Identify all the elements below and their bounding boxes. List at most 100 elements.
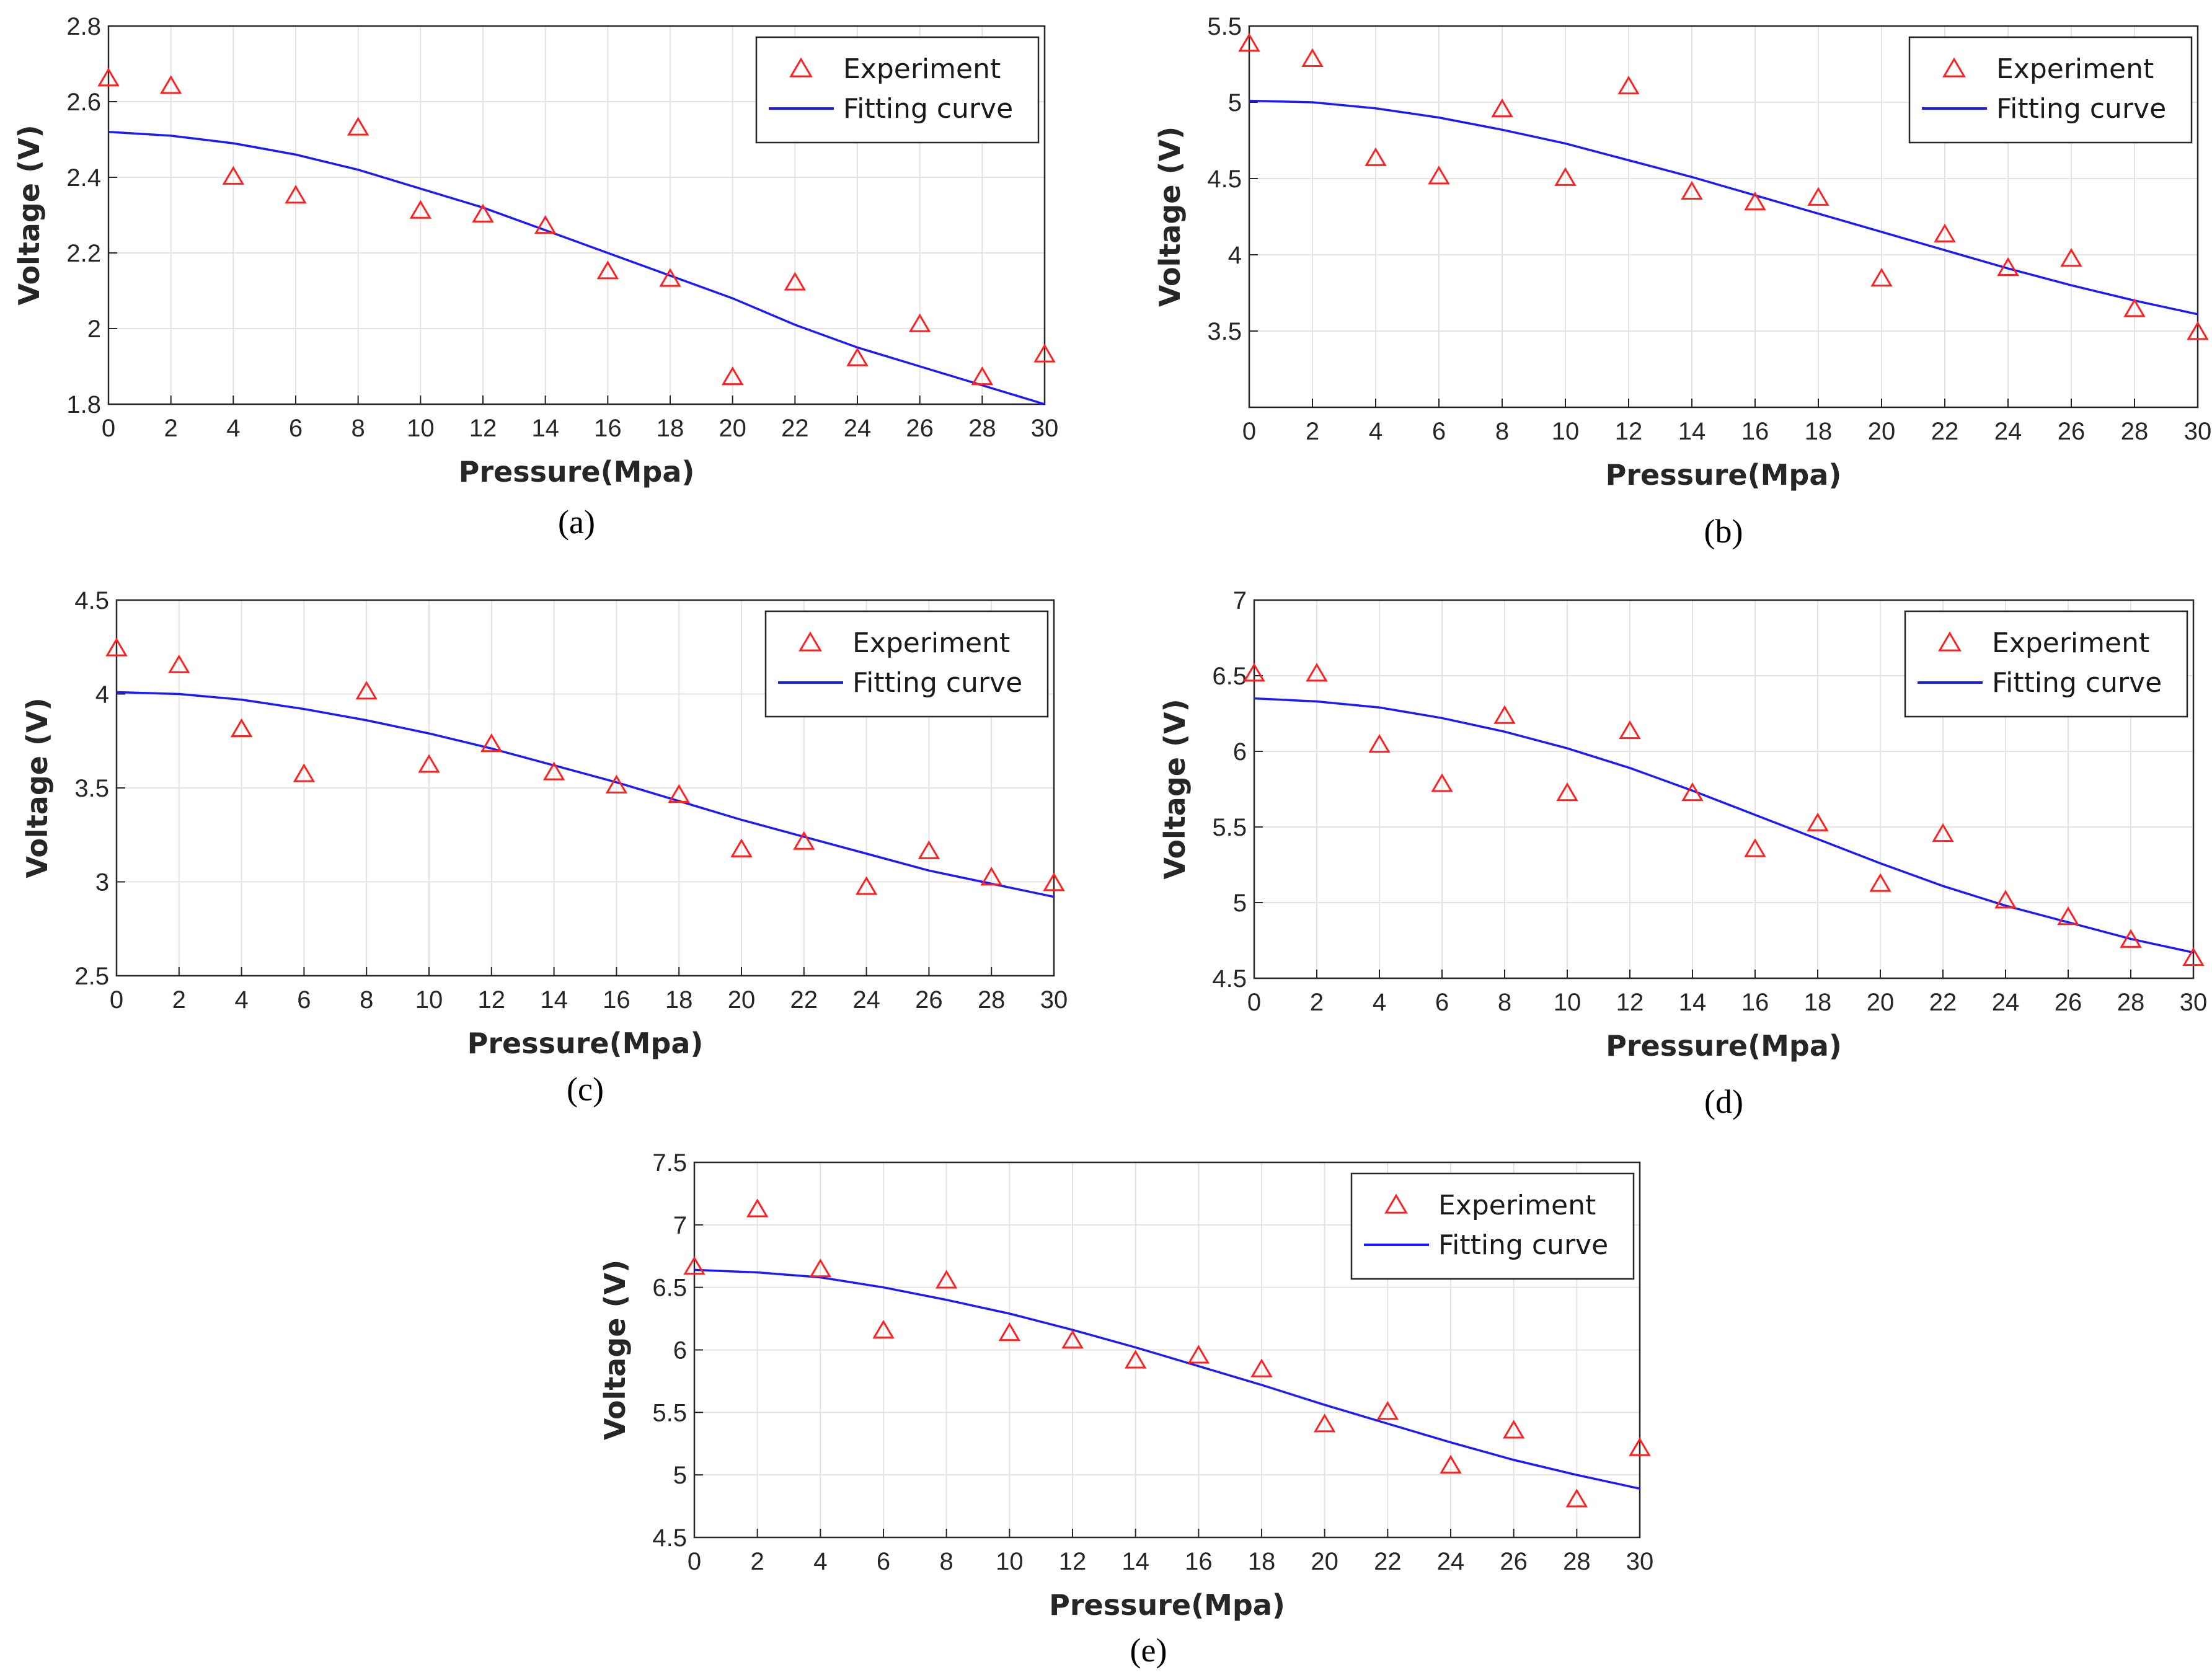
experiment-point: [1491, 99, 1513, 118]
x-tick-label: 18: [665, 986, 693, 1014]
x-tick-label: 26: [2055, 989, 2082, 1016]
x-tick-label: 0: [110, 986, 123, 1014]
panel-caption: (a): [558, 503, 595, 541]
experiment-point: [1556, 782, 1578, 802]
legend-fit-label: Fitting curve: [1996, 93, 2166, 125]
x-tick-label: 20: [1867, 989, 1895, 1016]
experiment-point: [1440, 1454, 1462, 1474]
x-tick-label: 2: [1310, 989, 1324, 1016]
x-tick-label: 24: [852, 986, 880, 1014]
x-tick-label: 10: [415, 986, 443, 1014]
x-tick-label: 10: [1554, 989, 1582, 1016]
x-tick-label: 4: [234, 986, 248, 1014]
x-tick-label: 22: [1931, 418, 1959, 445]
experiment-point: [1306, 663, 1328, 682]
legend-box: [1904, 610, 2188, 718]
x-tick-label: 10: [407, 415, 435, 442]
y-tick-label: 2.8: [66, 13, 101, 40]
experiment-point: [1301, 48, 1324, 67]
y-tick-label: 2: [87, 316, 101, 343]
panel-caption: (c): [567, 1071, 604, 1108]
experiment-point: [1428, 166, 1450, 185]
x-axis-label: Pressure(Mpa): [459, 455, 695, 489]
experiment-point: [222, 166, 245, 185]
x-tick-label: 20: [1311, 1548, 1338, 1575]
experiment-point: [1250, 1358, 1273, 1377]
experiment-point: [1565, 1488, 1588, 1508]
x-tick-label: 6: [289, 415, 303, 442]
x-tick-label: 26: [906, 415, 934, 442]
fitting-curve-line: [1249, 99, 2198, 316]
axes-frame: [1248, 25, 2199, 409]
x-tick-label: 8: [940, 1548, 953, 1575]
experiment-point: [542, 761, 565, 780]
x-tick-label: 22: [1374, 1548, 1402, 1575]
y-tick-label: 7.5: [652, 1149, 687, 1177]
x-tick-label: 30: [1031, 415, 1059, 442]
x-axis-label: Pressure(Mpa): [467, 1027, 704, 1060]
y-tick-label: 2.6: [66, 89, 101, 116]
experiment-point: [1124, 1350, 1147, 1369]
x-tick-label: 12: [478, 986, 506, 1014]
x-tick-label: 14: [540, 986, 568, 1014]
legend-experiment-label: Experiment: [1996, 53, 2154, 85]
experiment-point: [1681, 782, 1704, 802]
y-tick-label: 1.8: [66, 391, 101, 418]
y-axis-label: Voltage (V): [12, 125, 46, 305]
x-tick-label: 28: [1563, 1548, 1591, 1575]
x-tick-label: 18: [1804, 989, 1832, 1016]
x-tick-label: 10: [1552, 418, 1580, 445]
experiment-point: [1994, 890, 2017, 909]
panel-caption: (e): [1130, 1632, 1167, 1669]
experiment-point: [230, 718, 253, 737]
x-tick-label: 28: [968, 415, 996, 442]
y-tick-label: 2.4: [66, 164, 101, 192]
x-tick-label: 16: [603, 986, 630, 1014]
x-tick-label: 22: [1929, 989, 1957, 1016]
experiment-point: [683, 1256, 706, 1275]
legend-fit-label: Fitting curve: [852, 667, 1022, 699]
experiment-point: [721, 366, 744, 386]
x-tick-label: 20: [1868, 418, 1896, 445]
x-tick-label: 16: [1741, 989, 1769, 1016]
x-tick-label: 30: [1040, 986, 1068, 1014]
experiment-point: [1187, 1345, 1210, 1364]
experiment-point: [1365, 147, 1387, 166]
x-tick-label: 16: [594, 415, 622, 442]
x-tick-label: 12: [1059, 1548, 1087, 1575]
experiment-point: [971, 366, 994, 386]
experiment-point: [746, 1198, 769, 1218]
experiment-point: [2123, 298, 2146, 317]
experiment-point: [97, 68, 120, 87]
y-tick-label: 4.5: [1212, 965, 1247, 993]
legend-box: [1350, 1172, 1635, 1280]
x-tick-label: 28: [978, 986, 1006, 1014]
y-tick-label: 5: [1233, 890, 1247, 917]
x-tick-label: 18: [657, 415, 684, 442]
x-tick-label: 4: [226, 415, 240, 442]
axes-frame: [107, 25, 1046, 405]
y-axis-label: Voltage (V): [1153, 126, 1187, 307]
experiment-point: [784, 272, 807, 291]
experiment-point: [1934, 223, 1956, 242]
legend-box: [755, 36, 1040, 144]
x-tick-label: 24: [1437, 1548, 1465, 1575]
x-tick-label: 6: [297, 986, 311, 1014]
y-tick-label: 4.5: [652, 1524, 687, 1552]
chart-panel-a: 0 2 4 6 8 10 12 14 16 18 20 22 24 26 28 301.822.22.42.6…: [12, 13, 1058, 541]
fitting-curve-line: [108, 131, 1045, 405]
x-tick-label: 2: [164, 415, 178, 442]
experiment-point: [998, 1322, 1021, 1342]
experiment-point: [480, 733, 503, 753]
y-tick-label: 2.5: [74, 963, 109, 990]
x-tick-label: 24: [1994, 418, 2022, 445]
y-tick-label: 6.5: [1212, 663, 1247, 690]
experiment-point: [1619, 720, 1641, 740]
x-tick-label: 4: [813, 1548, 827, 1575]
legend-fit-label: Fitting curve: [1438, 1229, 1608, 1261]
experiment-point: [1870, 268, 1893, 287]
experiment-point: [2057, 906, 2079, 926]
experiment-point: [935, 1270, 958, 1289]
experiment-point: [1629, 1437, 1651, 1456]
chart-panel-e: 0 2 4 6 8 10 12 14 16 18 20 22 24 26 28 304.555.566.577…: [598, 1149, 1653, 1669]
